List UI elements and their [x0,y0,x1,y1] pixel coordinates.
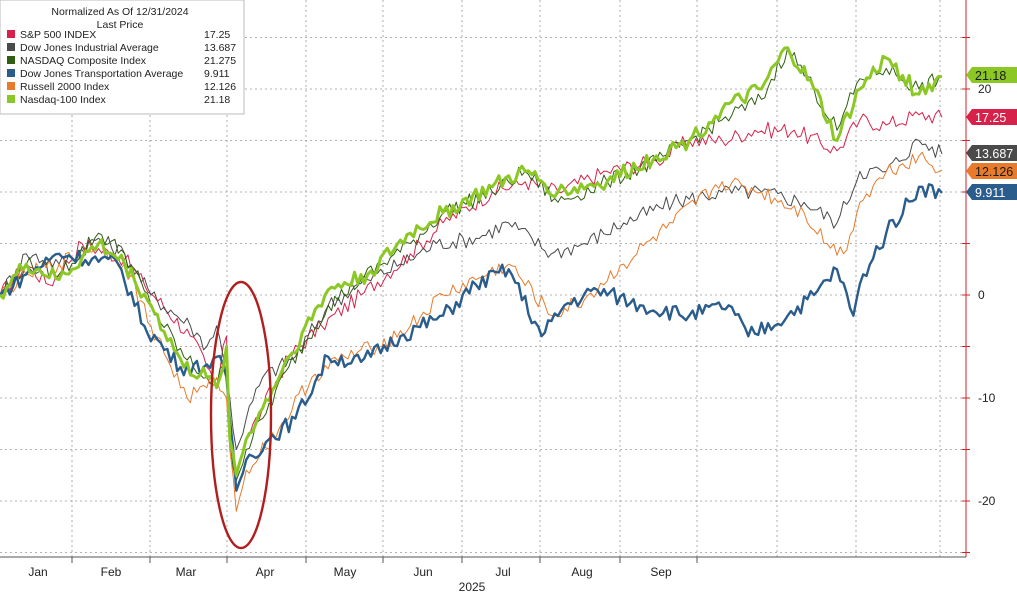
legend-swatch [7,69,15,77]
legend-last-price: 13.687 [204,42,236,54]
legend-series-name: Nasdaq-100 Index [20,94,107,106]
last-price-label: 9.911 [975,186,1005,200]
y-tick-label: -10 [978,391,996,405]
legend-swatch [7,30,15,38]
x-tick-label: Jun [413,565,432,579]
x-tick-label: May [334,565,357,579]
x-tick-label: Aug [571,565,592,579]
legend-series-name: Russell 2000 Index [20,81,110,93]
last-price-box [966,184,1017,200]
x-tick-label: Jul [495,565,510,579]
legend-series-name: NASDAQ Composite Index [20,55,147,67]
y-tick-label: -20 [978,494,996,508]
legend-swatch [7,56,15,64]
x-tick-label: Jan [28,565,47,579]
last-price-box [966,67,1017,83]
legend-last-price: 21.18 [204,94,230,106]
last-price-box [966,145,1017,161]
x-year-label: 2025 [459,580,486,593]
x-tick-label: Sep [650,565,672,579]
last-price-label: 21.18 [975,69,1006,83]
legend-swatch [7,43,15,51]
x-tick-label: Mar [176,565,197,579]
series-line-3 [0,183,943,492]
legend-last-price: 17.25 [204,29,230,41]
annotation-layer [209,280,273,550]
legend-series-name: Dow Jones Industrial Average [20,42,159,54]
legend-title-2: Last Price [97,19,144,31]
last-price-box [966,163,1017,179]
highlight-ellipse [209,280,273,550]
x-tick-label: Feb [101,565,122,579]
x-tick-label: Apr [256,565,275,579]
series-line-1 [0,138,943,450]
legend-title-1: Normalized As Of 12/31/2024 [51,6,188,18]
last-price-label: 17.25 [975,111,1006,125]
series-line-5 [0,46,943,477]
legend-series-name: S&P 500 INDEX [20,29,96,41]
axes: 20 0 -10 -20 Jan Feb Mar Apr May Jun Jul Aug Sep 2025 [0,0,996,594]
legend-series-name: Dow Jones Transportation Average [20,68,183,80]
last-price-label: 12.126 [975,165,1013,179]
legend-last-price: 21.275 [204,55,236,67]
grid-lines [0,0,962,557]
last-price-label: 13.687 [975,147,1013,161]
y-tick-label: 0 [978,288,985,302]
legend-swatch [7,95,15,103]
y-tick-label: 20 [978,82,992,96]
legend-last-price: 12.126 [204,81,236,93]
series-lines [0,46,943,512]
last-price-labels: 21.18 17.25 13.687 12.126 9.911 [966,67,1017,200]
legend-swatch [7,82,15,90]
last-price-box [966,109,1017,125]
legend-box [0,0,245,115]
legend-last-price: 9.911 [204,68,230,80]
